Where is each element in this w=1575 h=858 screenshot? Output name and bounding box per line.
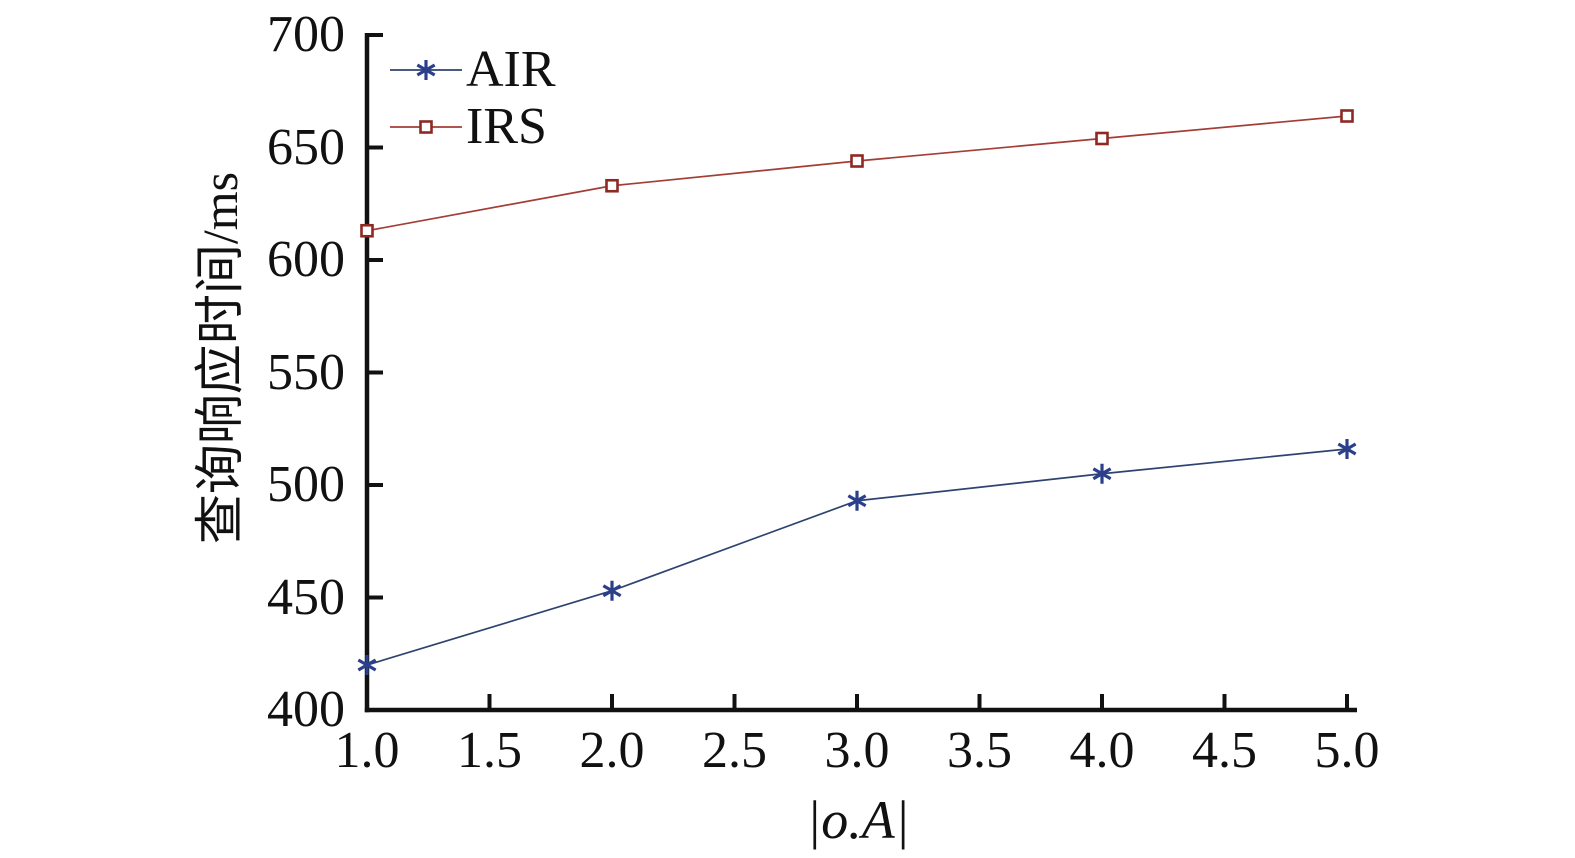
y-axis-title: 查询响应时间/ms: [192, 171, 248, 545]
asterisk-marker: [847, 494, 867, 508]
square-marker: [1095, 131, 1109, 146]
x-tick-label: 4.5: [1192, 722, 1257, 779]
y-tick-label: 650: [267, 118, 345, 176]
y-tick-label: 450: [267, 568, 345, 626]
asterisk-marker: [357, 658, 377, 672]
x-tick-label: 4.0: [1069, 722, 1135, 779]
x-axis-title: |o.A|: [806, 790, 910, 850]
square-marker: [605, 178, 619, 193]
y-tick-label: 600: [267, 231, 345, 288]
series-line-air: [366, 448, 1348, 666]
x-tick-label: 1.5: [457, 722, 522, 779]
legend-label-air: AIR: [466, 41, 556, 98]
x-tick-label: 5.0: [1314, 722, 1380, 779]
x-tick-label: 1.0: [334, 722, 400, 779]
x-tick-label: 2.5: [702, 722, 767, 779]
asterisk-marker: [1092, 467, 1112, 481]
y-tick-label: 400: [267, 681, 345, 738]
asterisk-marker: [1337, 442, 1357, 456]
asterisk-marker: [416, 63, 436, 77]
y-tick-label: 500: [267, 456, 345, 513]
square-marker: [419, 120, 433, 134]
square-marker: [850, 154, 864, 168]
y-tick-label: 550: [267, 343, 345, 401]
legend-label-irs: IRS: [466, 98, 547, 155]
x-tick-label: 2.0: [579, 722, 645, 779]
square-marker: [360, 223, 374, 238]
asterisk-marker: [602, 584, 622, 598]
x-tick-label: 3.5: [947, 722, 1012, 779]
y-tick-label: 700: [267, 6, 345, 63]
x-tick-label: 3.0: [824, 722, 890, 779]
square-marker: [1340, 109, 1354, 123]
